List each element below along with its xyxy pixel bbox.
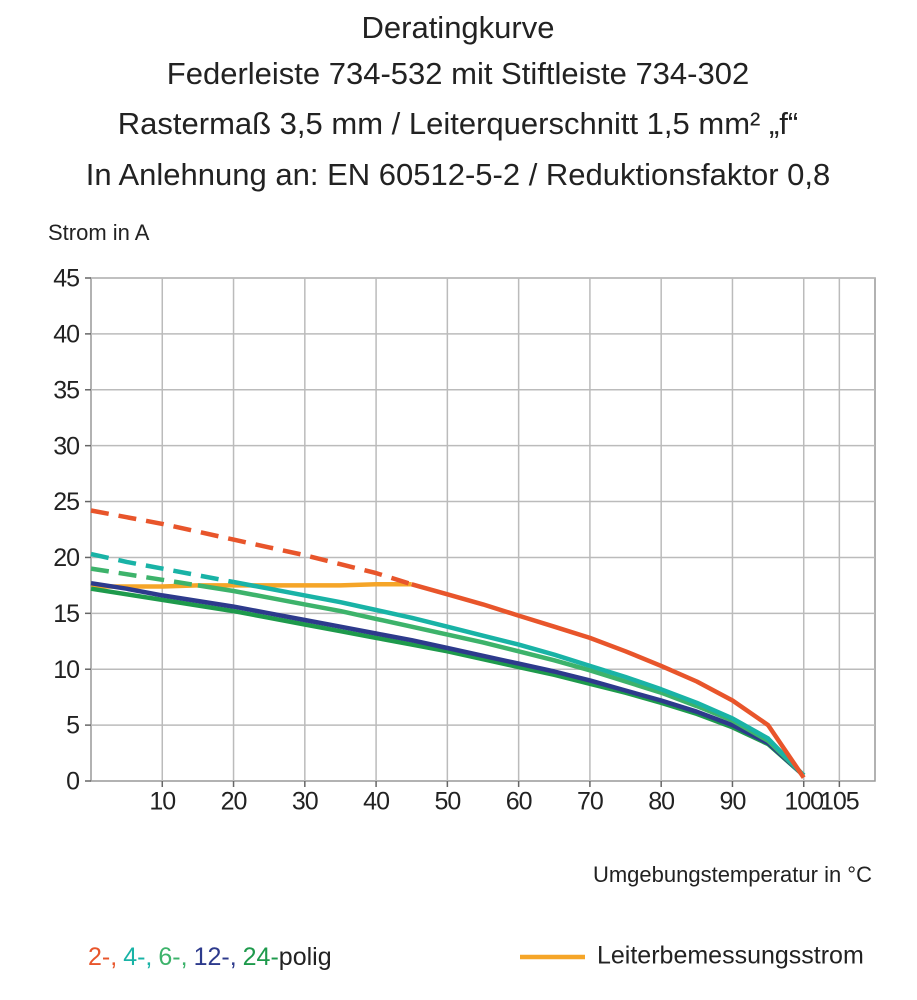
y-tick-label: 30 <box>53 432 79 460</box>
line <box>90 580 806 778</box>
chart-title: Federleiste 734-532 mit Stiftleiste 734-… <box>167 56 749 91</box>
chart-title: Deratingkurve <box>362 10 555 45</box>
y-tick-label: 25 <box>53 488 79 516</box>
x-tick-label: 60 <box>506 788 532 816</box>
legend-suffix: polig <box>279 943 332 971</box>
x-tick-label: 80 <box>648 788 674 816</box>
y-tick-label: 45 <box>53 265 79 293</box>
plot-frame <box>90 277 876 782</box>
line <box>411 582 806 779</box>
x-tick-label: 105 <box>820 788 859 816</box>
x-tick-label: 10 <box>149 788 175 816</box>
x-axis-label: Umgebungstemperatur in °C <box>593 862 872 887</box>
legend-entry: 6-, <box>158 943 187 971</box>
legend-entry: Leiterbemessungsstrom <box>597 942 864 970</box>
y-tick-label: 15 <box>53 600 79 628</box>
legend: 2-, 4-, 6-, 12-, 24-polig <box>88 943 332 971</box>
legend-entry: 12-, <box>194 943 237 971</box>
line <box>197 583 806 778</box>
chart-title: Rastermaß 3,5 mm / Leiterquerschnitt 1,5… <box>118 106 798 141</box>
dashed-line <box>90 508 413 587</box>
y-tick-label: 10 <box>53 656 79 684</box>
x-tick-label: 20 <box>221 788 247 816</box>
x-tick-label: 90 <box>720 788 746 816</box>
y-axis-label: Strom in A <box>48 220 150 245</box>
dashed-line <box>90 566 199 588</box>
x-tick-label: 40 <box>363 788 389 816</box>
x-tick-label: 30 <box>292 788 318 816</box>
x-tick-label: 100 <box>784 788 823 816</box>
y-tick-label: 5 <box>66 712 79 740</box>
y-tick-label: 35 <box>53 376 79 404</box>
y-tick-label: 20 <box>53 544 79 572</box>
y-tick-label: 0 <box>66 768 79 796</box>
legend-entry: 24- <box>243 943 279 971</box>
line <box>233 579 806 777</box>
x-tick-label: 50 <box>434 788 460 816</box>
chart-title: In Anlehnung an: EN 60512-5-2 / Reduktio… <box>86 157 831 192</box>
legend-entry: 2-, <box>88 943 117 971</box>
legend-entry: 4-, <box>123 943 152 971</box>
y-tick-label: 40 <box>53 320 79 348</box>
dashed-line <box>90 551 234 585</box>
x-tick-label: 70 <box>577 788 603 816</box>
